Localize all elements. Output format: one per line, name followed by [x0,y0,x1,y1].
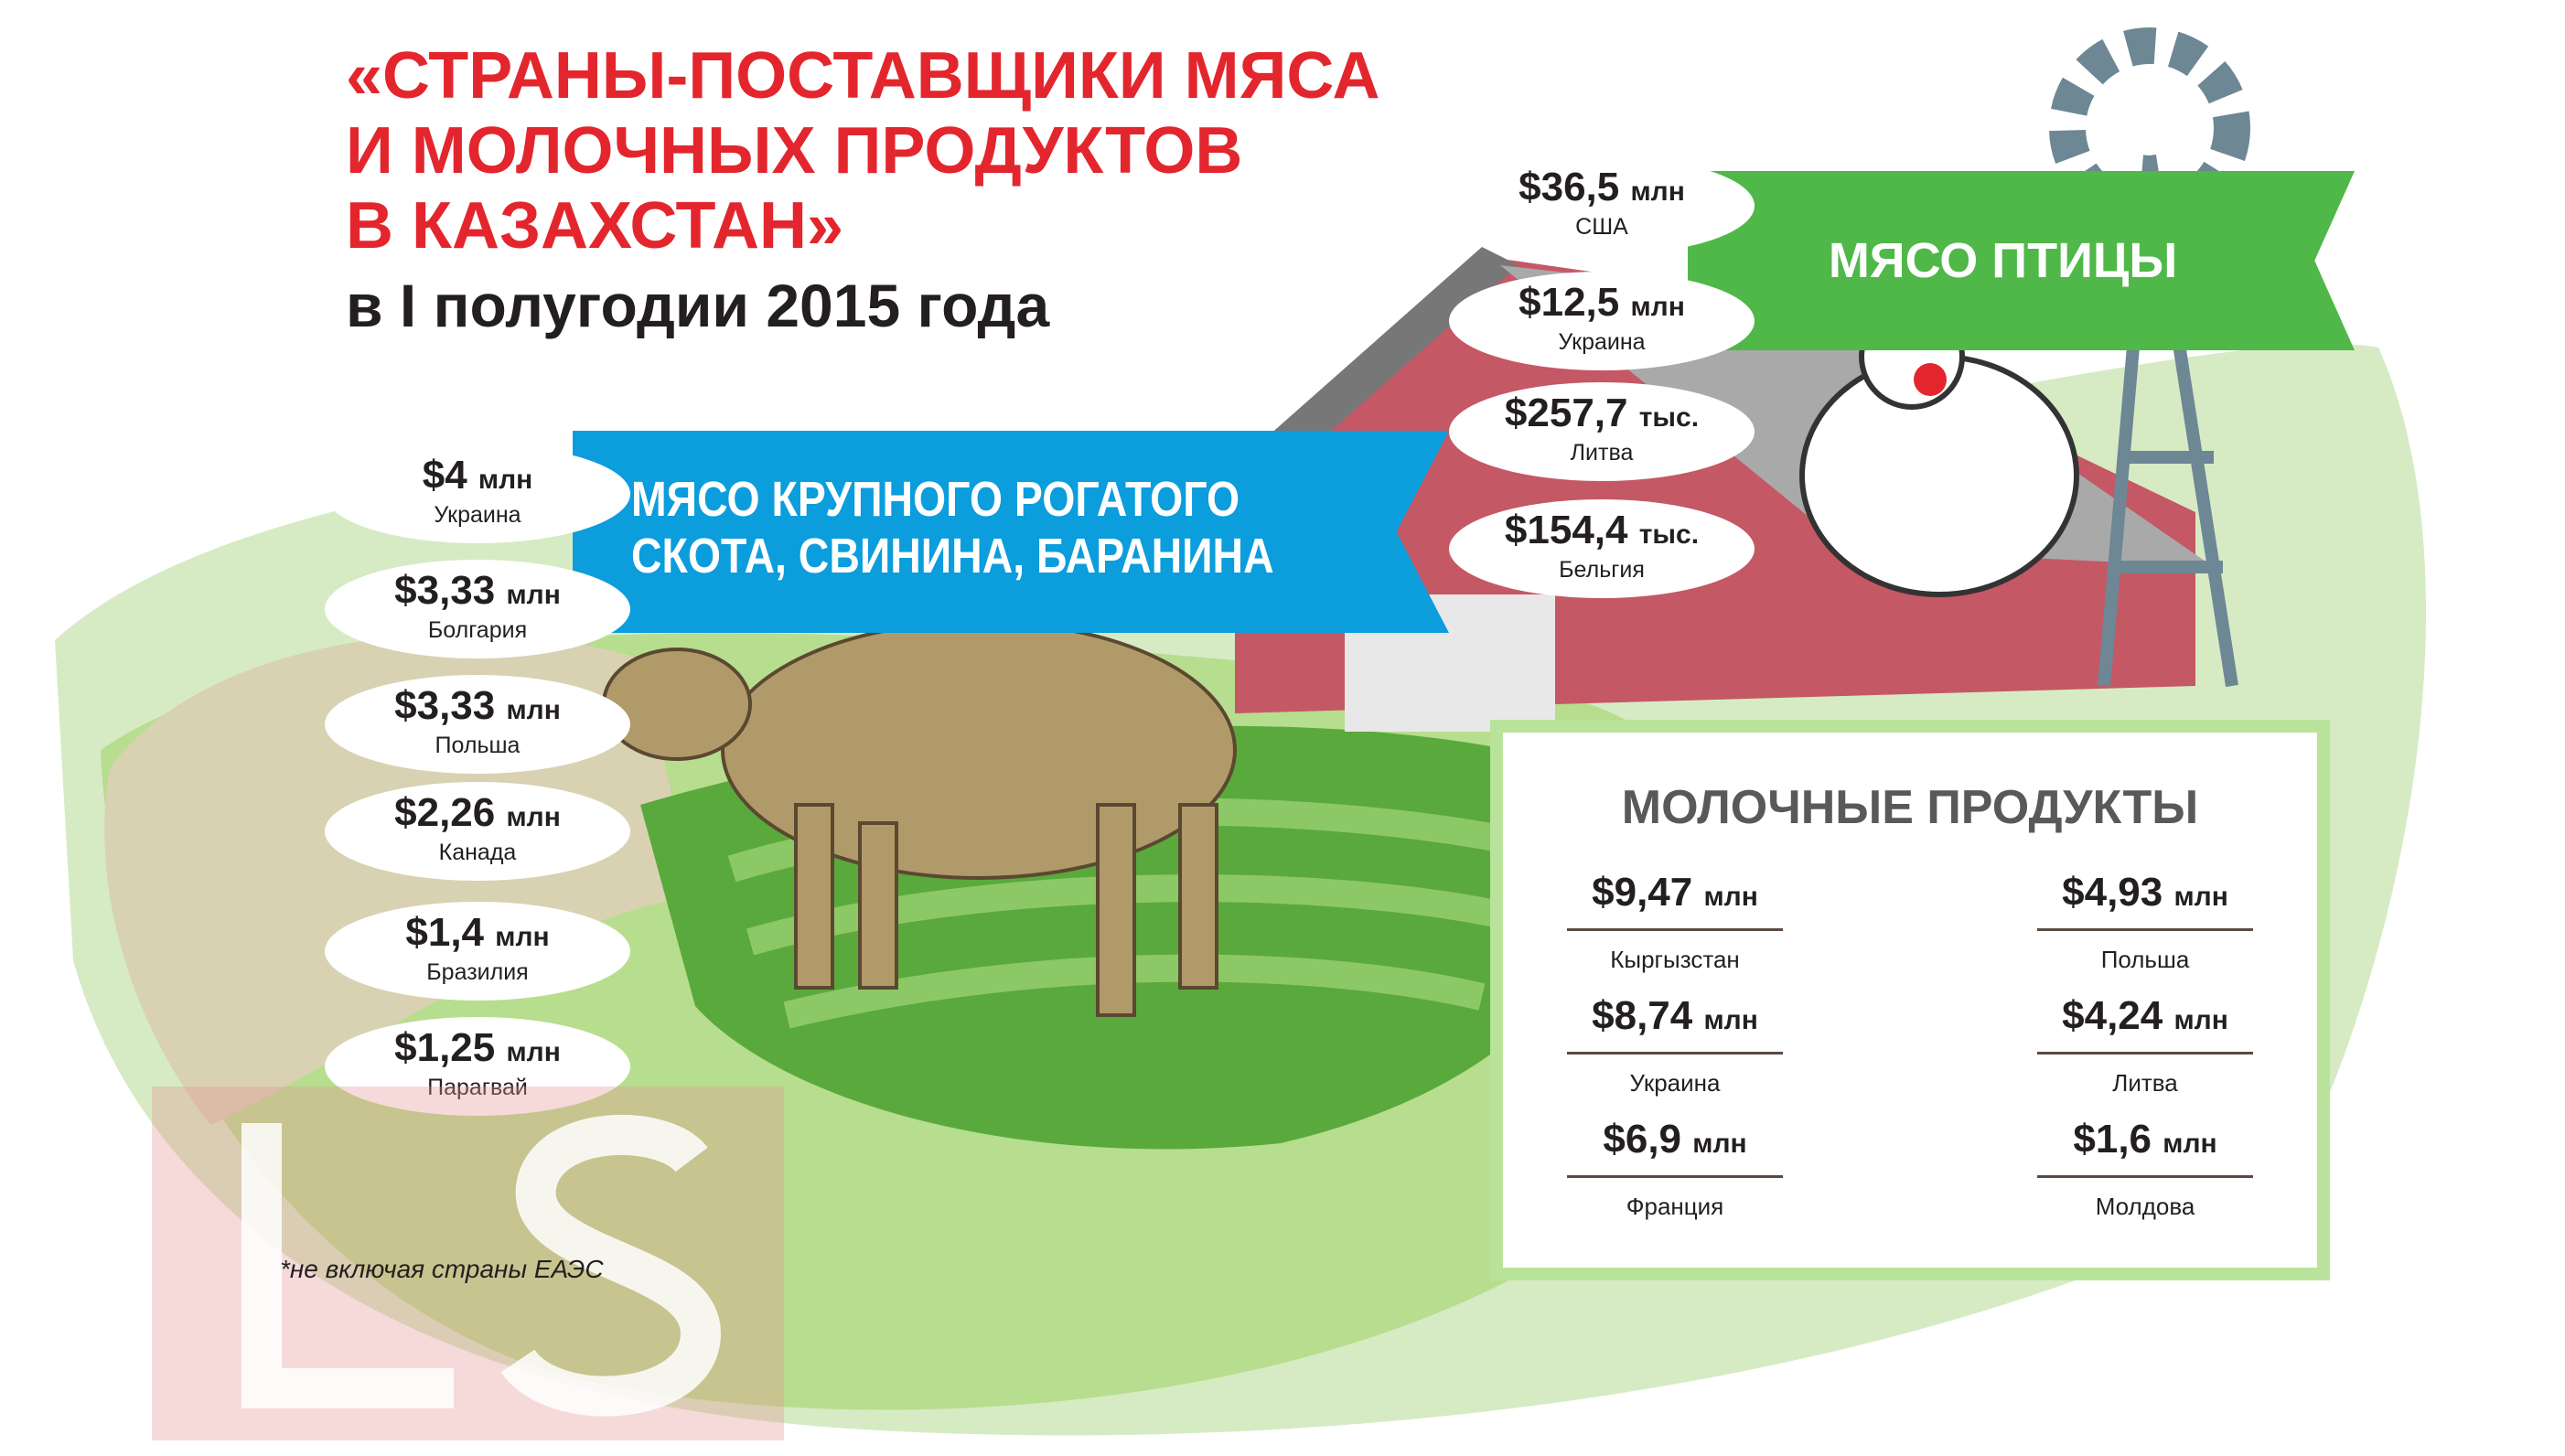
country: Украина [1558,329,1646,355]
value: $4,93 млн [2037,870,2253,931]
country: Литва [2112,1069,2178,1097]
footnote: *не включая страны ЕАЭС [280,1255,604,1283]
amount: $3,33 [394,683,496,728]
supplier-oval: $3,33 млн Болгария [325,560,630,658]
amount: $4,24 [2062,993,2163,1038]
country: Польша [435,733,521,758]
amount: $9,47 [1592,870,1693,915]
unit: млн [495,922,550,952]
unit: млн [2163,1129,2217,1159]
amount: $257,7 [1504,391,1628,435]
dairy-item: $1,6 млн Молдова [2037,1117,2253,1221]
country: Парагвай [325,1075,630,1100]
unit: млн [1703,1005,1758,1035]
supplier-oval: $2,26 млн Канада [325,782,630,881]
unit: млн [1630,292,1685,322]
supplier-oval: $4 млн Украина [325,444,630,543]
unit: тыс. [1638,402,1700,433]
supplier-oval: $257,7 тыс. Литва [1449,382,1755,481]
supplier-oval: $12,5 млн Украина [1449,272,1755,370]
amount: $1,4 [405,910,485,955]
country: Болгария [427,617,528,643]
dairy-panel: МОЛОЧНЫЕ ПРОДУКТЫ $9,47 млн Кыргызстан $8,… [1490,720,2330,1280]
title-line: В КАЗАХСТАН» [346,189,844,262]
value: $3,33 млн [325,684,630,733]
beef-label: МЯСО КРУПНОГО РОГАТОГО [631,472,1240,527]
amount: $3,33 [394,568,496,613]
value: $1,6 млн [2037,1117,2253,1178]
amount: $1,25 [394,1025,496,1070]
unit: млн [2173,1005,2228,1035]
country: Литва [1570,440,1634,466]
supplier-oval: $3,33 млн Польша [325,675,630,774]
value: $8,74 млн [1567,993,1783,1055]
beef-banner: МЯСО КРУПНОГО РОГАТОГО СКОТА, СВИНИНА, Б… [573,431,1449,633]
unit: млн [506,802,561,832]
poultry-banner: МЯСО ПТИЦЫ [1688,171,2355,350]
page-title: «СТРАНЫ-ПОСТАВЩИКИ МЯСА И МОЛОЧНЫХ ПРОДУ… [346,38,1380,263]
supplier-oval: $36,5 млн США [1449,156,1755,255]
unit: млн [506,695,561,725]
value: $154,4 тыс. [1449,509,1755,557]
value: $257,7 тыс. [1449,391,1755,440]
country: Бразилия [426,959,529,985]
supplier-oval: $1,25 млнПарагвай [325,1017,630,1116]
value: $9,47 млн [1567,870,1783,931]
unit: млн [506,580,561,610]
amount: $4 [422,453,467,498]
country: Молдова [2095,1193,2195,1220]
unit: млн [506,1037,561,1067]
unit: млн [1630,177,1685,207]
unit: тыс. [1638,519,1700,550]
amount: $154,4 [1504,508,1628,552]
amount: $36,5 [1519,165,1620,209]
amount: $8,74 [1592,993,1693,1038]
beef-label: СКОТА, СВИНИНА, БАРАНИНА [631,529,1274,583]
dairy-item: $9,47 млн Кыргызстан [1567,870,1783,974]
dairy-item: $4,93 млн Польша [2037,870,2253,974]
dairy-title: МОЛОЧНЫЕ ПРОДУКТЫ [1621,781,2199,834]
value: $3,33 млн [325,569,630,617]
country: Украина [1629,1069,1721,1097]
amount: $4,93 [2062,870,2163,915]
country: Польша [2100,946,2190,973]
unit: млн [478,465,533,495]
dairy-item: $4,24 млн Литва [2037,993,2253,1097]
unit: млн [1692,1129,1747,1159]
value: $12,5 млн [1449,281,1755,329]
amount: $1,6 [2073,1117,2152,1162]
country: Канада [438,840,517,865]
country: Кыргызстан [1610,946,1740,973]
value: $1,4 млн [325,911,630,959]
supplier-oval: $154,4 тыс. Бельгия [1449,499,1755,598]
dairy-item: $8,74 млн Украина [1567,993,1783,1097]
value: $2,26 млн [325,791,630,840]
value: $4,24 млн [2037,993,2253,1055]
supplier-oval: $1,4 млн Бразилия [325,902,630,1001]
value: $4 млн [325,454,630,502]
title-line: И МОЛОЧНЫХ ПРОДУКТОВ [346,114,1243,187]
amount: $12,5 [1519,280,1620,325]
value: $36,5 млн [1449,166,1755,214]
title-line: «СТРАНЫ-ПОСТАВЩИКИ МЯСА [346,39,1380,112]
amount: $6,9 [1603,1117,1682,1162]
value: $1,25 млн [325,1026,630,1075]
amount: $2,26 [394,790,496,835]
value: $6,9 млн [1567,1117,1783,1178]
country: США [1575,214,1628,240]
dairy-item: $6,9 млн Франция [1567,1117,1783,1221]
country: Франция [1626,1193,1724,1220]
page-subtitle: в I полугодии 2015 года [346,272,1050,339]
unit: млн [1703,882,1758,912]
watermark-logo [152,1087,784,1440]
country: Бельгия [1559,557,1645,583]
unit: млн [2173,882,2228,912]
country: Украина [434,502,521,528]
